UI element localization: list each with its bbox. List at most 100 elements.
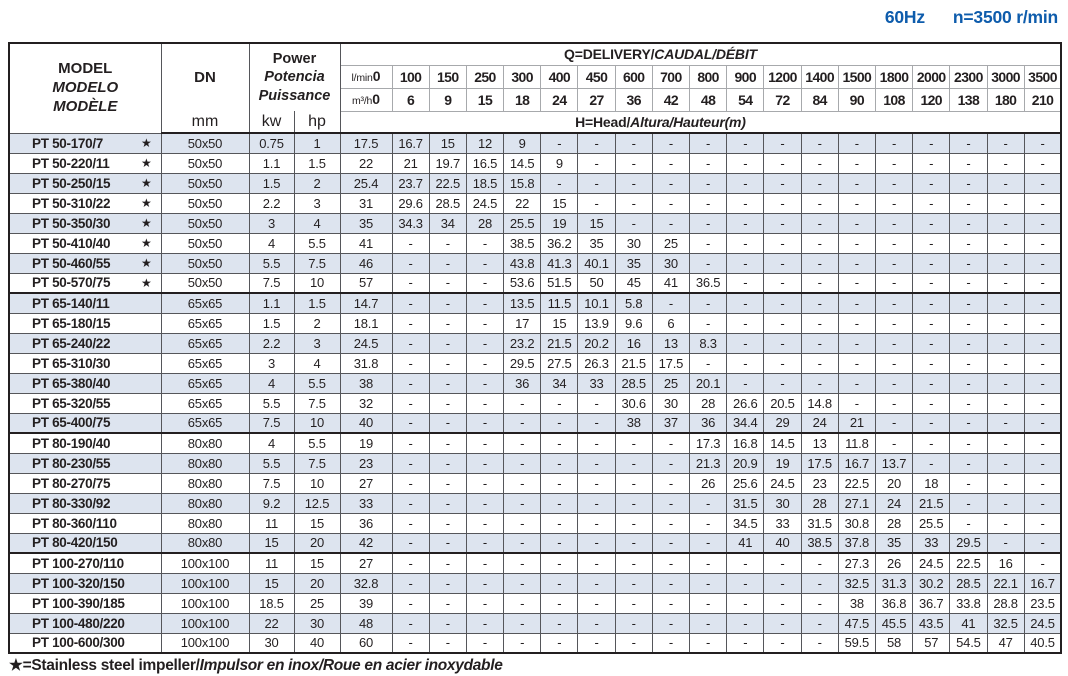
lmin-value: 300 bbox=[503, 65, 541, 89]
model-label-en: MODEL bbox=[58, 60, 113, 78]
head-cell: - bbox=[763, 232, 802, 254]
head-cell: - bbox=[465, 372, 505, 394]
head-cell: - bbox=[726, 632, 765, 654]
head-cell: - bbox=[465, 312, 505, 334]
model-name: PT 100-390/185 bbox=[32, 595, 125, 611]
hp-cell: 4 bbox=[293, 212, 341, 234]
head-cell: - bbox=[428, 632, 467, 654]
m3h-value: 42 bbox=[651, 88, 690, 112]
hp-cell: 15 bbox=[293, 512, 341, 534]
kw-header: kw bbox=[249, 111, 295, 134]
head-cell: - bbox=[874, 292, 914, 314]
head-cell: 36 bbox=[339, 512, 393, 534]
head-cell: 27.3 bbox=[837, 552, 876, 574]
head-cell: 38 bbox=[614, 412, 653, 434]
head-cell: - bbox=[986, 352, 1025, 374]
lmin-row: l/min0 100 150 250 300 400 450 600 700 800 900 120… bbox=[9, 65, 1062, 89]
head-cell: 27 bbox=[339, 472, 393, 494]
head-cell: - bbox=[577, 632, 616, 654]
head-cell: - bbox=[1023, 332, 1062, 354]
head-cell: - bbox=[465, 512, 505, 534]
head-cell: - bbox=[874, 152, 914, 174]
lmin-value: 450 bbox=[577, 65, 616, 89]
head-cell: - bbox=[949, 432, 988, 454]
head-cell: - bbox=[912, 372, 951, 394]
head-cell: 46 bbox=[339, 252, 393, 274]
dn-cell: 50x50 bbox=[160, 192, 250, 214]
dn-cell: 50x50 bbox=[160, 212, 250, 234]
head-cell: 33 bbox=[339, 492, 393, 514]
hp-cell: 3 bbox=[293, 332, 341, 354]
model-column-header: MODEL MODELO MODÈLE bbox=[9, 43, 162, 133]
head-cell: 9 bbox=[503, 132, 542, 154]
kw-cell: 11 bbox=[248, 512, 295, 534]
model-cell: PT 65-380/40 bbox=[8, 372, 162, 394]
kw-cell: 9.2 bbox=[248, 492, 295, 514]
lmin-value: 2300 bbox=[949, 65, 987, 89]
head-cell: - bbox=[614, 192, 653, 214]
head-cell: - bbox=[800, 632, 839, 654]
dn-cell: 80x80 bbox=[160, 432, 250, 454]
head-cell: 17.5 bbox=[651, 352, 691, 374]
h-head-header: H=Head/Altura/Hauteur(m) bbox=[340, 111, 1062, 134]
model-cell: PT 65-180/15 bbox=[8, 312, 162, 334]
model-cell: PT 100-480/220 bbox=[8, 612, 162, 634]
head-cell: - bbox=[540, 392, 579, 414]
head-cell: 16.7 bbox=[391, 132, 430, 154]
head-cell: - bbox=[949, 312, 988, 334]
head-cell: - bbox=[540, 572, 579, 594]
head-cell: 28.5 bbox=[614, 372, 653, 394]
table-row: PT 80-420/150 80x80 15 20 42- - - - - - - - -41 40 38.… bbox=[8, 532, 1062, 554]
head-cell: - bbox=[614, 632, 653, 654]
head-cell: - bbox=[726, 132, 765, 154]
hp-header: hp bbox=[294, 111, 341, 134]
power-label-en: Power bbox=[272, 51, 317, 68]
head-cell: - bbox=[465, 272, 505, 294]
head-cell: 23 bbox=[800, 472, 839, 494]
head-cell: 13.5 bbox=[503, 292, 542, 314]
head-cell: - bbox=[912, 132, 951, 154]
dn-cell: 50x50 bbox=[160, 132, 250, 154]
head-cell: 35 bbox=[614, 252, 653, 274]
head-cell: - bbox=[503, 492, 542, 514]
lmin-zero-value: 0 bbox=[372, 67, 381, 84]
head-cell: - bbox=[503, 432, 542, 454]
footnote-prefix: ★=Stainless steel impeller/ bbox=[9, 657, 200, 674]
head-cell: - bbox=[577, 592, 616, 614]
table-row: PT 80-360/110 80x80 11 15 36- - - - - - - - -34.5 33 3… bbox=[8, 512, 1062, 534]
head-cell: - bbox=[986, 412, 1025, 434]
model-cell: PT 65-240/22 bbox=[8, 332, 162, 354]
head-cell: 34.5 bbox=[726, 512, 765, 534]
head-cell: - bbox=[391, 532, 430, 554]
model-cell: PT 50-250/15 ★ bbox=[8, 172, 162, 194]
head-cell: - bbox=[465, 492, 505, 514]
dn-cell: 50x50 bbox=[160, 272, 250, 294]
head-cell: 19 bbox=[339, 432, 393, 454]
head-cell: - bbox=[688, 312, 728, 334]
head-cell: - bbox=[763, 152, 802, 174]
head-cell: 27 bbox=[339, 552, 393, 574]
kw-cell: 5.5 bbox=[248, 452, 295, 474]
head-cell: - bbox=[912, 212, 951, 234]
head-cell: - bbox=[688, 592, 728, 614]
lmin-value: 1800 bbox=[874, 65, 913, 89]
head-cell: - bbox=[763, 612, 802, 634]
head-cell: 25 bbox=[651, 372, 691, 394]
head-cell: - bbox=[763, 332, 802, 354]
q-delivery-header: Q=DELIVERY/CAUDAL/DÉBIT bbox=[340, 43, 1062, 66]
head-cell: - bbox=[577, 132, 616, 154]
lmin-unit-label: l/min bbox=[351, 71, 373, 84]
model-name: PT 80-190/40 bbox=[32, 435, 111, 451]
model-cell: PT 80-420/150 bbox=[8, 532, 162, 554]
head-cell: 36.2 bbox=[540, 232, 579, 254]
model-name: PT 65-380/40 bbox=[32, 375, 111, 391]
hp-cell: 1.5 bbox=[293, 292, 341, 314]
head-cell: 30 bbox=[651, 252, 691, 274]
head-cell: 13 bbox=[800, 432, 839, 454]
head-cell: - bbox=[763, 212, 802, 234]
head-cell: - bbox=[540, 432, 579, 454]
head-cell: 36.7 bbox=[912, 592, 951, 614]
head-cell: - bbox=[986, 372, 1025, 394]
head-cell: 34 bbox=[428, 212, 467, 234]
head-cell: - bbox=[428, 512, 467, 534]
